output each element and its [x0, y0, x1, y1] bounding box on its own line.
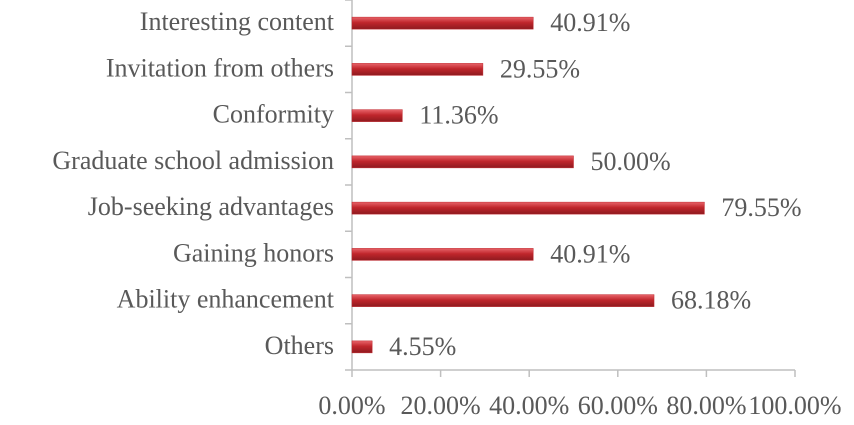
x-tick-label: 80.00%: [666, 391, 746, 420]
x-tick-label: 20.00%: [401, 391, 481, 420]
value-label: 68.18%: [671, 286, 751, 315]
bar: [351, 248, 534, 261]
value-label: 11.36%: [419, 101, 498, 130]
value-label: 40.91%: [550, 239, 630, 268]
value-label: 79.55%: [721, 193, 801, 222]
y-tick-label: Interesting content: [140, 7, 335, 36]
y-tick-label: Invitation from others: [106, 53, 334, 82]
bar: [351, 155, 574, 169]
bar: [351, 201, 705, 215]
bar: [351, 340, 373, 354]
x-tick-label: 0.00%: [318, 391, 385, 420]
bar: [351, 16, 534, 30]
bar: [351, 109, 403, 122]
value-label: 4.55%: [389, 332, 456, 361]
x-tick-label: 100.00%: [748, 391, 841, 420]
x-tick-label: 40.00%: [489, 391, 569, 420]
y-tick-label: Job-seeking advantages: [88, 192, 334, 221]
value-label: 29.55%: [500, 54, 580, 83]
value-label: 50.00%: [591, 147, 671, 176]
y-tick-label: Gaining honors: [173, 238, 334, 267]
x-tick-label: 60.00%: [578, 391, 658, 420]
bar: [351, 63, 484, 76]
y-tick-label: Conformity: [213, 100, 334, 129]
y-tick-label: Graduate school admission: [52, 146, 334, 175]
value-label: 40.91%: [550, 8, 630, 37]
bar: [351, 294, 655, 307]
y-tick-label: Others: [265, 331, 334, 360]
y-tick-label: Ability enhancement: [117, 285, 335, 314]
